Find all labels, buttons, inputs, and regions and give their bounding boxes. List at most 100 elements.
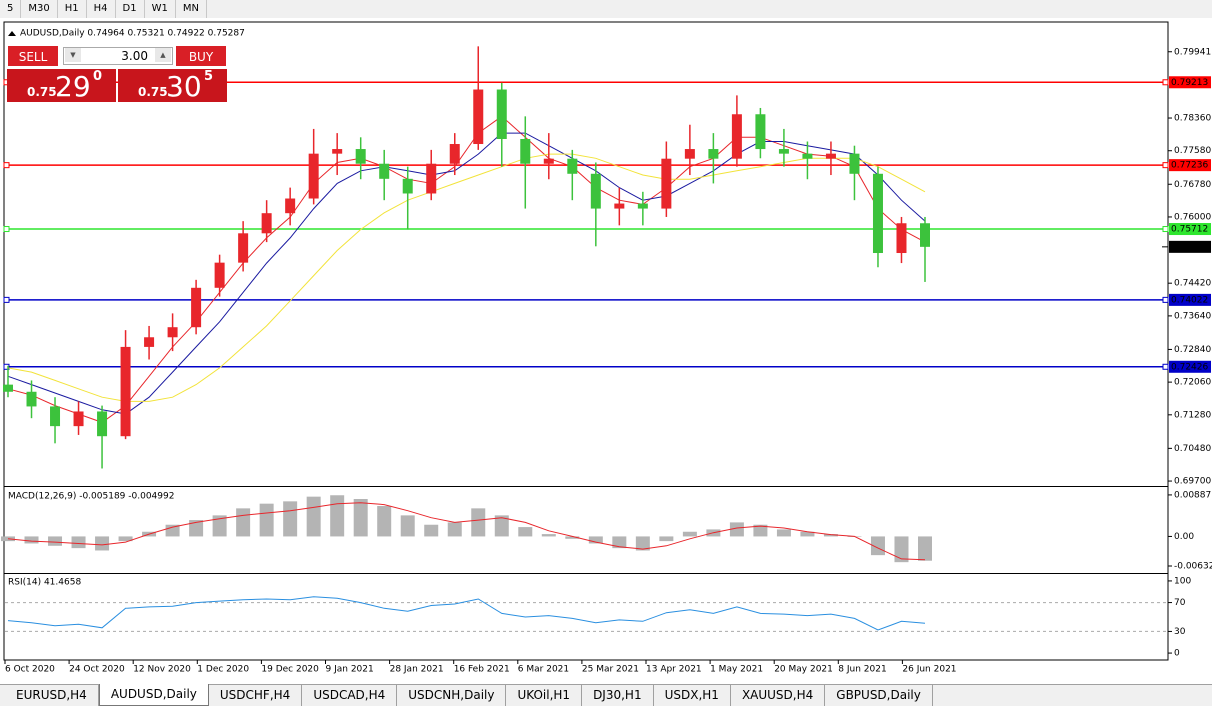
x-tick-label: 9 Jan 2021 [326, 665, 374, 675]
candle-body [590, 173, 601, 209]
candle-body [896, 223, 907, 254]
timeframe-button[interactable]: H1 [58, 0, 87, 18]
macd-bar [588, 536, 603, 544]
macd-bar [306, 496, 321, 537]
timeframe-button[interactable]: M30 [21, 0, 58, 18]
sell-button[interactable]: SELL [7, 45, 59, 67]
candle-body [849, 153, 860, 174]
chart-title: AUDUSD,Daily 0.74964 0.75321 0.74922 0.7… [20, 29, 245, 39]
macd-bar [870, 536, 885, 556]
macd-bar [212, 515, 227, 537]
chart-tab[interactable]: XAUUSD,H4 [731, 685, 826, 706]
price-big: 0.75 [138, 85, 168, 99]
level-handle [3, 363, 10, 370]
level-label-box [1169, 159, 1211, 172]
moving-average [7, 132, 926, 415]
macd-bar [48, 536, 63, 546]
level-handle [1162, 162, 1169, 169]
level-label: 0.75712 [1171, 225, 1208, 235]
buy-button[interactable]: BUY [175, 45, 227, 67]
chart-tab[interactable]: AUDUSD,Daily [98, 684, 209, 706]
timeframe-button[interactable]: MN [176, 0, 207, 18]
y-tick-label: 0.69700 [1174, 477, 1211, 487]
macd-bar [24, 536, 39, 544]
buy-price[interactable]: 0.75 30 5 [118, 69, 227, 103]
timeframe-toolbar: 5 M30 H1 H4 D1 W1 MN [0, 0, 1212, 18]
candle-body [261, 213, 272, 234]
macd-bar [894, 536, 909, 563]
spin-up[interactable]: ▲ [155, 48, 171, 62]
spin-down[interactable]: ▼ [65, 48, 81, 62]
candle-body [614, 203, 625, 209]
candle-body [332, 149, 343, 154]
moving-average [7, 153, 926, 402]
chart-tab[interactable]: GBPUSD,Daily [825, 685, 933, 706]
macd-signal [7, 502, 926, 561]
level-label-box [1169, 360, 1211, 373]
x-tick-label: 6 Oct 2020 [5, 665, 55, 675]
chart-tab[interactable]: USDX,H1 [654, 685, 731, 706]
x-tick-label: 19 Dec 2020 [261, 665, 319, 675]
y-tick-label: 30 [1174, 627, 1186, 637]
y-tick-label: 0.77580 [1174, 146, 1211, 156]
chart-tab[interactable]: UKOil,H1 [506, 685, 583, 706]
one-click-trading: SELL 3.00 ▼ ▲ BUY 0.75 29 0 0.75 30 5 [7, 45, 228, 103]
y-tick-label: 0.71280 [1174, 410, 1211, 420]
macd-bar [95, 536, 110, 551]
level-label-box [1169, 223, 1211, 236]
chart-tab[interactable]: USDCAD,H4 [302, 685, 398, 706]
candle-body [825, 153, 836, 159]
candle-body [802, 153, 813, 159]
macd-bar [800, 531, 815, 537]
x-tick-label: 1 Dec 2020 [197, 665, 249, 675]
chart-tab[interactable]: USDCHF,H4 [209, 685, 303, 706]
timeframe-button[interactable]: H4 [87, 0, 116, 18]
level-label-box [1169, 293, 1211, 306]
sell-price[interactable]: 0.75 29 0 [7, 69, 116, 103]
candle-body [755, 114, 766, 150]
macd-bar [447, 522, 462, 537]
macd-bar [541, 534, 556, 537]
macd-bar [776, 529, 791, 537]
macd-bar [424, 524, 439, 537]
timeframe-button[interactable]: 5 [0, 0, 22, 18]
x-tick-label: 24 Oct 2020 [69, 665, 125, 675]
macd-bar [353, 498, 368, 537]
chart-tab[interactable]: USDCNH,Daily [397, 685, 507, 706]
macd-bar [635, 536, 650, 551]
price-big: 0.75 [27, 85, 57, 99]
candle-body [637, 203, 648, 209]
chart-tabs: EURUSD,H4 AUDUSD,Daily USDCHF,H4 USDCAD,H4 U… [0, 684, 1212, 706]
macd-bar [753, 524, 768, 537]
y-tick-label: 0.78360 [1174, 114, 1211, 124]
y-tick-label: 0.72840 [1174, 345, 1211, 355]
timeframe-button[interactable]: W1 [145, 0, 176, 18]
y-tick-label: 70 [1174, 598, 1186, 608]
level-handle [1162, 363, 1169, 370]
timeframe-button[interactable]: D1 [116, 0, 145, 18]
chart-tab[interactable]: DJ30,H1 [582, 685, 654, 706]
x-tick-label: 20 May 2021 [774, 665, 833, 675]
last-price-label: 0.75287 [1171, 242, 1208, 252]
level-handle [1162, 79, 1169, 86]
candle-body [308, 153, 319, 199]
last-price-box [1169, 240, 1211, 253]
candle-body [26, 391, 37, 407]
collapse-icon[interactable] [8, 31, 16, 36]
macd-bar [118, 536, 133, 542]
y-tick-label: 0.008871 [1174, 490, 1212, 500]
y-tick-label: -0.00632 [1174, 562, 1212, 572]
candle-body [520, 138, 531, 164]
price-fraction: 0 [93, 69, 103, 84]
chart-tab[interactable]: EURUSD,H4 [5, 685, 99, 706]
price-pips: 30 [166, 70, 202, 103]
candle-body [543, 158, 554, 164]
candle-body [708, 149, 719, 159]
lots-input[interactable]: 3.00 [63, 47, 173, 65]
candle-body [214, 262, 225, 288]
level-handle [3, 162, 10, 169]
level-label: 0.79213 [1171, 78, 1208, 88]
x-tick-label: 26 Jun 2021 [902, 665, 956, 675]
candle-body [3, 384, 13, 392]
